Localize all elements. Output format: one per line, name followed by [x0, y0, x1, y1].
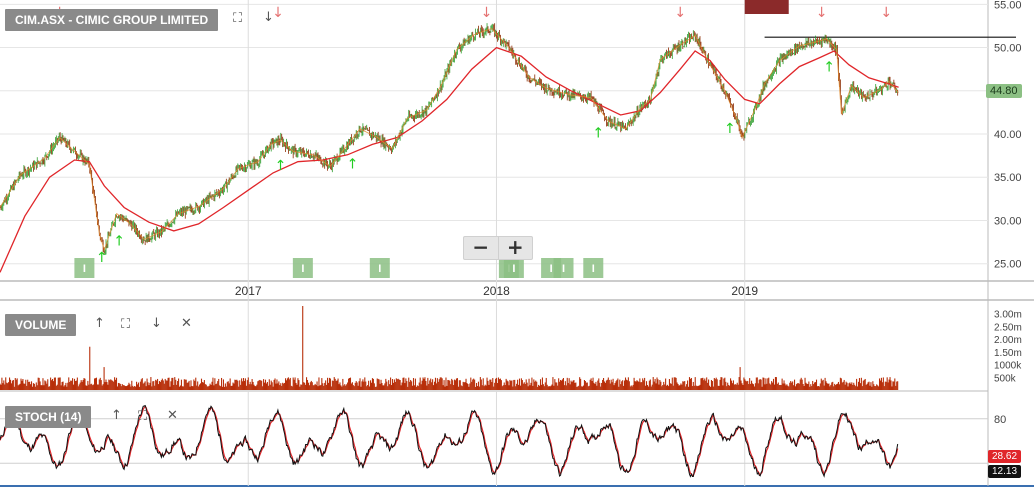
buy-signal-icon: ↑	[823, 60, 835, 76]
volume-label: VOLUME	[5, 314, 77, 336]
info-marker-label: I	[301, 263, 304, 275]
info-marker-label: I	[83, 263, 86, 275]
info-marker	[553, 258, 574, 278]
close-icon[interactable]: ✕	[181, 316, 192, 331]
buy-signal-icon: ↑	[592, 126, 604, 142]
chart-title: CIM.ASX - CIMIC GROUP LIMITED	[5, 9, 219, 31]
info-marker-label: I	[378, 263, 381, 275]
volume-tick-label: 2.50m	[994, 322, 1022, 333]
info-marker	[744, 0, 789, 14]
info-marker-label: I	[562, 263, 565, 275]
year-tick-label: 2018	[483, 284, 510, 298]
price-tick-label: 55.00	[994, 0, 1022, 11]
arrow-up-icon[interactable]: ↑	[94, 316, 105, 331]
short-average-line	[0, 27, 899, 252]
info-marker-label: I	[512, 263, 515, 275]
year-tick-label: 2019	[731, 284, 758, 298]
stoch-label: STOCH (14)	[5, 406, 92, 428]
stoch-tick-label: 80	[994, 414, 1006, 426]
buy-signal-icon: ↑	[96, 250, 108, 266]
buy-signal-icon: ↑	[724, 121, 736, 137]
sell-signal-icon: ↓	[674, 5, 686, 21]
zoom-control: − +	[463, 236, 533, 260]
close-icon[interactable]: ✕	[167, 408, 178, 423]
info-marker	[583, 258, 604, 278]
expand-icon[interactable]: ⛶	[121, 317, 131, 332]
price-tick-label: 30.00	[994, 215, 1022, 227]
sell-signal-icon: ↓	[816, 5, 828, 21]
stoch-k-line	[0, 404, 899, 478]
arrow-up-icon[interactable]: ↑	[111, 408, 122, 423]
sell-signal-icon: ↓	[272, 5, 284, 21]
price-tick-label: 25.00	[994, 259, 1022, 271]
plus-icon[interactable]: +	[506, 235, 524, 259]
volume-tick-label: 3.00m	[994, 310, 1022, 321]
sell-signal-icon: ↓	[481, 5, 493, 21]
info-marker	[292, 258, 313, 278]
year-tick-label: 2017	[235, 284, 262, 298]
info-marker	[369, 258, 390, 278]
stoch-k-badge: 12.13	[988, 465, 1022, 478]
sell-signal-icon: ↓	[880, 5, 892, 21]
volume-tick-label: 500k	[994, 373, 1017, 384]
volume-tick-label: 1.50m	[994, 348, 1022, 359]
info-marker	[503, 258, 524, 278]
buy-signal-icon: ↑	[275, 158, 287, 174]
info-marker	[74, 258, 95, 278]
volume-tick-label: 1000k	[994, 361, 1022, 372]
arrow-down-icon[interactable]: ↓	[263, 10, 274, 25]
volume-tick-label: 2.00m	[994, 335, 1022, 346]
moving-average-line	[0, 46, 899, 273]
price-tick-label: 40.00	[994, 129, 1022, 141]
buy-signal-icon: ↑	[113, 233, 125, 249]
expand-icon[interactable]: ⛶	[138, 409, 148, 424]
info-marker-label: I	[592, 263, 595, 275]
stoch-d-badge: 28.62	[988, 450, 1022, 463]
info-marker-label: I	[550, 263, 553, 275]
minus-icon[interactable]: −	[464, 237, 499, 259]
last-price-badge: 44.80	[986, 84, 1022, 98]
expand-icon[interactable]: ⛶	[233, 11, 243, 26]
arrow-down-icon[interactable]: ↓	[151, 316, 162, 331]
price-tick-label: 35.00	[994, 172, 1022, 184]
price-tick-label: 50.00	[994, 43, 1022, 55]
buy-signal-icon: ↑	[347, 156, 359, 172]
